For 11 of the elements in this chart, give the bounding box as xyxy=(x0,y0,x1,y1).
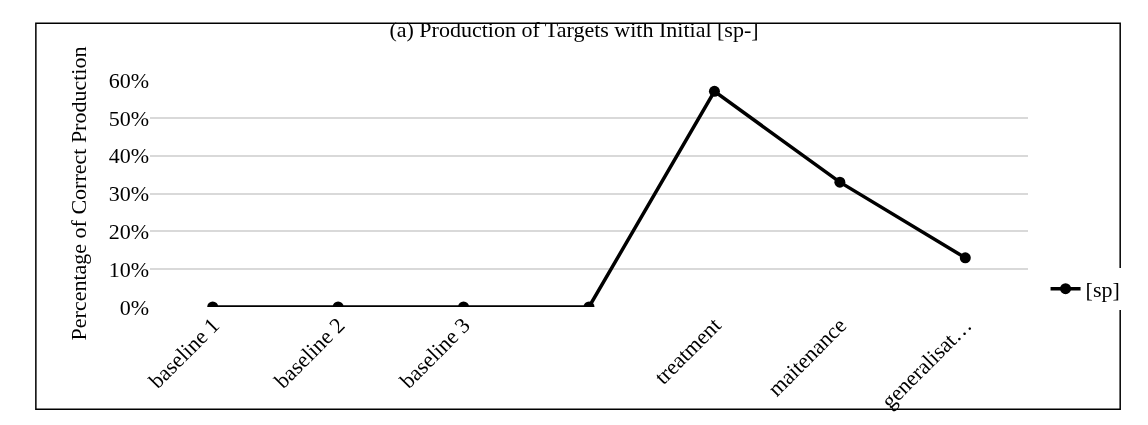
y-axis-title: Percentage of Correct Production xyxy=(66,46,92,341)
y-tick-label: 0% xyxy=(119,294,149,320)
y-tick-label: 30% xyxy=(108,181,149,207)
point xyxy=(708,85,720,97)
y-tick-label: 50% xyxy=(108,105,149,131)
y-tick-label: 60% xyxy=(108,67,149,93)
y-tick-label: 10% xyxy=(108,256,149,282)
legend-label: [sp] xyxy=(1085,277,1120,303)
y-tick-label: 20% xyxy=(108,219,149,245)
y-tick-label: 40% xyxy=(108,143,149,169)
point xyxy=(834,176,846,188)
